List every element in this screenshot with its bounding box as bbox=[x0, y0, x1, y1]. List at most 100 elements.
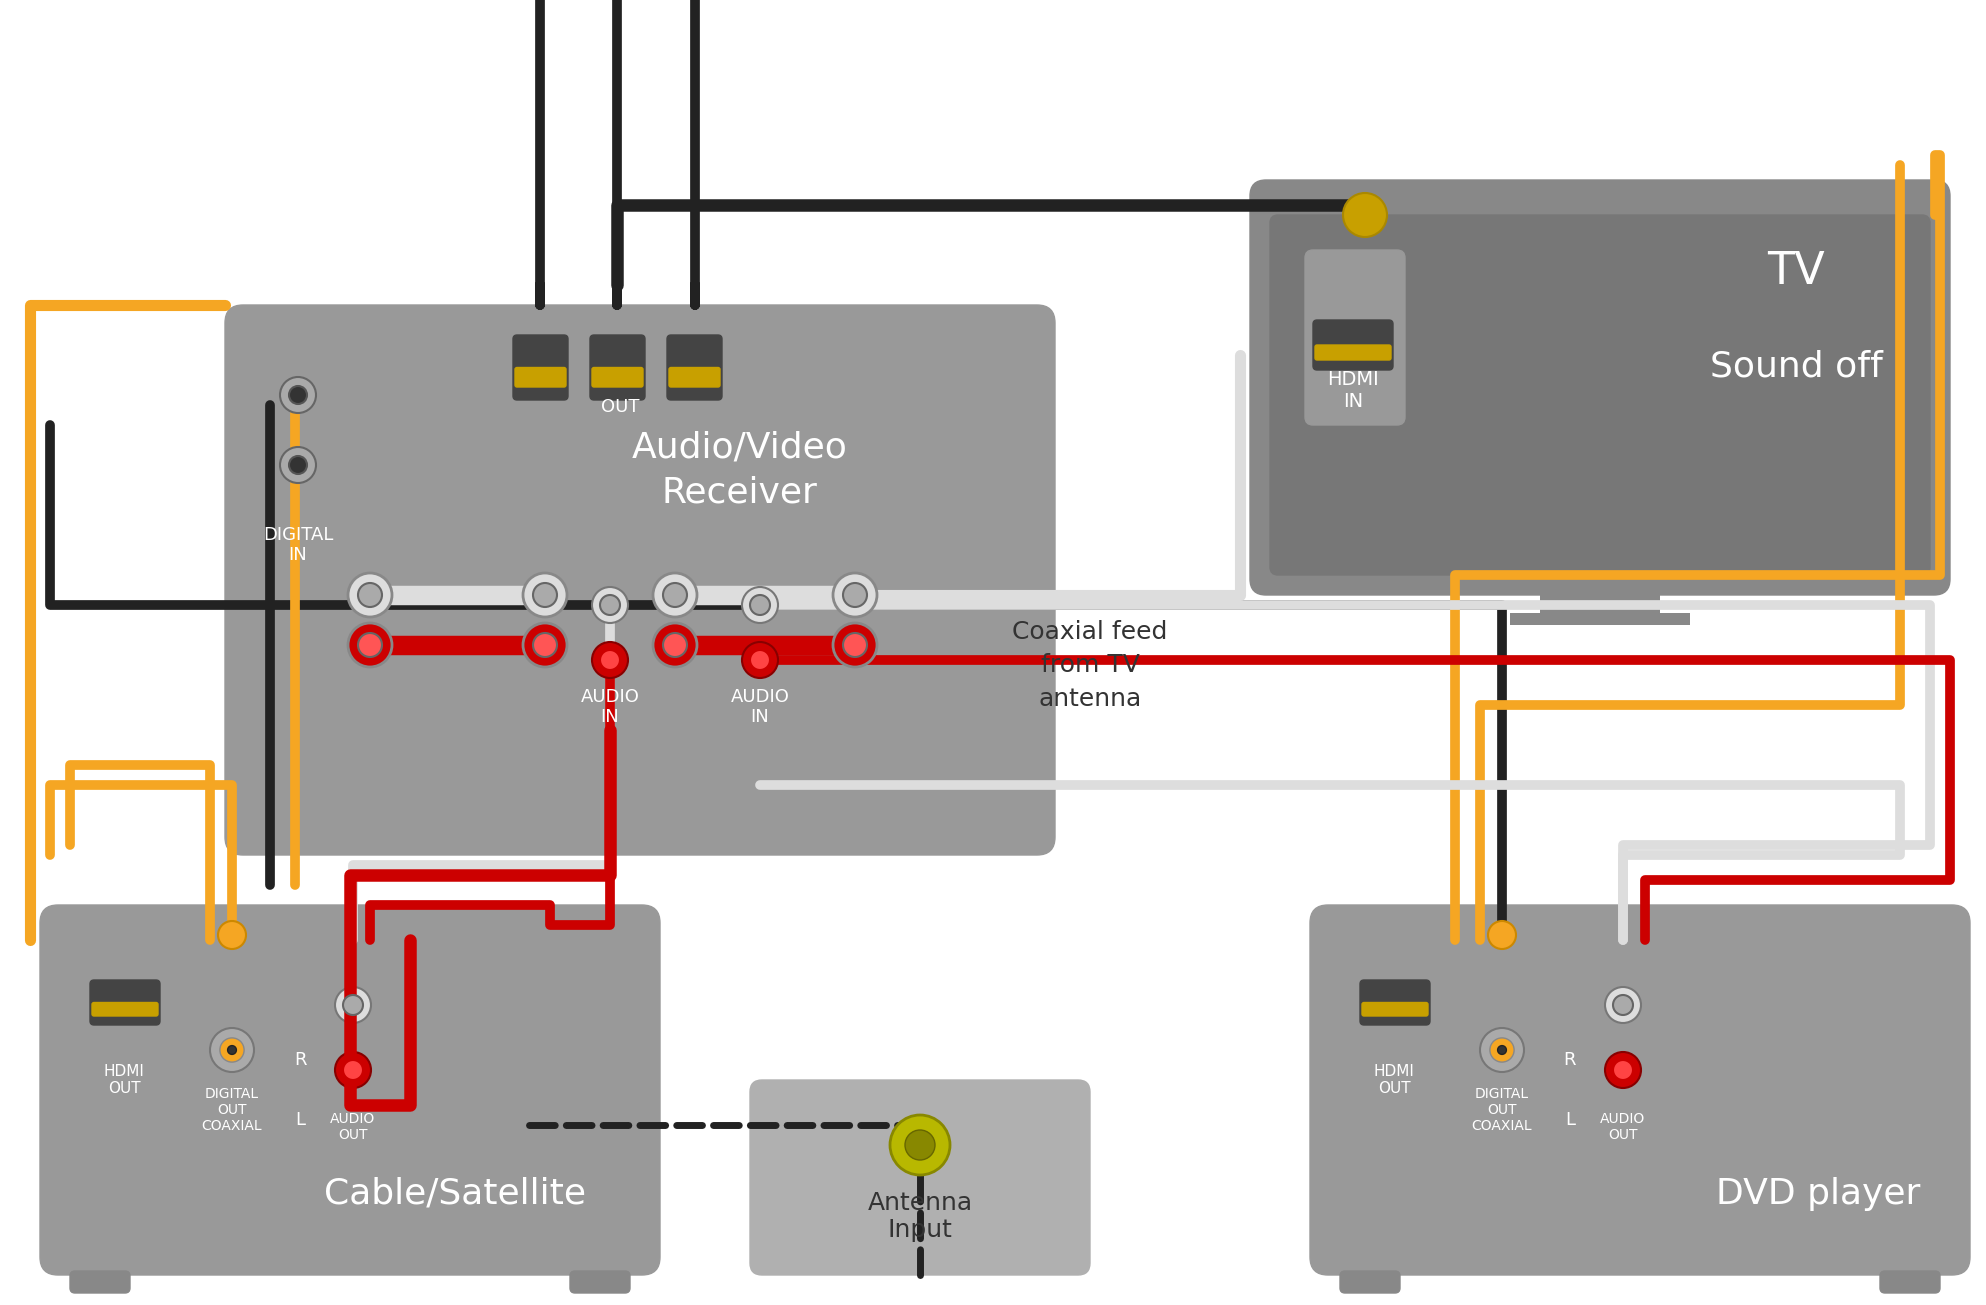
FancyBboxPatch shape bbox=[81, 940, 167, 1174]
FancyBboxPatch shape bbox=[544, 555, 675, 729]
Text: R: R bbox=[294, 1051, 306, 1069]
Circle shape bbox=[1605, 1052, 1640, 1088]
Text: R: R bbox=[1563, 1051, 1577, 1069]
Circle shape bbox=[1613, 994, 1632, 1015]
Circle shape bbox=[1613, 1060, 1632, 1081]
Bar bbox=[1539, 590, 1660, 620]
Text: Coaxial feed
from TV
antenna: Coaxial feed from TV antenna bbox=[1013, 620, 1168, 710]
Circle shape bbox=[653, 622, 697, 667]
FancyBboxPatch shape bbox=[240, 355, 355, 576]
Text: TV: TV bbox=[1768, 249, 1825, 292]
Circle shape bbox=[906, 1130, 935, 1160]
Circle shape bbox=[600, 595, 620, 615]
FancyBboxPatch shape bbox=[1362, 1002, 1428, 1017]
Circle shape bbox=[357, 583, 381, 607]
FancyBboxPatch shape bbox=[590, 335, 645, 401]
Circle shape bbox=[592, 587, 628, 622]
Circle shape bbox=[1497, 1045, 1507, 1054]
Circle shape bbox=[218, 921, 246, 949]
FancyBboxPatch shape bbox=[1305, 251, 1404, 425]
Circle shape bbox=[890, 1114, 949, 1174]
Circle shape bbox=[600, 650, 620, 669]
FancyBboxPatch shape bbox=[669, 368, 721, 388]
FancyBboxPatch shape bbox=[298, 940, 407, 1174]
Circle shape bbox=[842, 583, 868, 607]
FancyBboxPatch shape bbox=[1881, 1271, 1940, 1293]
FancyBboxPatch shape bbox=[751, 1081, 1090, 1275]
Text: L: L bbox=[296, 1111, 306, 1129]
FancyBboxPatch shape bbox=[592, 368, 643, 388]
Bar bbox=[1509, 613, 1690, 625]
Circle shape bbox=[842, 633, 868, 656]
FancyBboxPatch shape bbox=[1352, 940, 1438, 1174]
FancyBboxPatch shape bbox=[667, 335, 723, 401]
FancyBboxPatch shape bbox=[1315, 345, 1390, 360]
Text: DIGITAL
OUT
COAXIAL: DIGITAL OUT COAXIAL bbox=[1472, 1087, 1533, 1133]
Circle shape bbox=[743, 642, 779, 679]
Text: DVD player: DVD player bbox=[1716, 1177, 1920, 1211]
Circle shape bbox=[832, 573, 878, 617]
Text: OUT: OUT bbox=[600, 398, 639, 416]
Text: DIGITAL
IN: DIGITAL IN bbox=[262, 526, 334, 564]
FancyBboxPatch shape bbox=[1456, 940, 1549, 1174]
Circle shape bbox=[228, 1045, 236, 1054]
Circle shape bbox=[290, 455, 308, 474]
Circle shape bbox=[1488, 921, 1515, 949]
Circle shape bbox=[1605, 987, 1640, 1023]
Circle shape bbox=[751, 595, 771, 615]
FancyBboxPatch shape bbox=[40, 904, 659, 1275]
FancyBboxPatch shape bbox=[224, 305, 1055, 855]
Circle shape bbox=[344, 994, 363, 1015]
FancyBboxPatch shape bbox=[514, 368, 566, 388]
FancyBboxPatch shape bbox=[1569, 940, 1678, 1174]
FancyBboxPatch shape bbox=[1269, 215, 1930, 576]
FancyBboxPatch shape bbox=[512, 335, 568, 401]
FancyBboxPatch shape bbox=[695, 555, 824, 729]
Text: DIGITAL
OUT
COAXIAL: DIGITAL OUT COAXIAL bbox=[203, 1087, 262, 1133]
Circle shape bbox=[532, 583, 556, 607]
Text: AUDIO
IN: AUDIO IN bbox=[580, 688, 639, 727]
FancyBboxPatch shape bbox=[495, 320, 745, 415]
Circle shape bbox=[663, 633, 687, 656]
Circle shape bbox=[663, 583, 687, 607]
Circle shape bbox=[336, 1052, 371, 1088]
Text: AUDIO
OUT: AUDIO OUT bbox=[330, 1112, 375, 1142]
Circle shape bbox=[1490, 1037, 1513, 1062]
Text: L: L bbox=[1565, 1111, 1575, 1129]
FancyBboxPatch shape bbox=[570, 1271, 630, 1293]
Circle shape bbox=[344, 1060, 363, 1081]
Text: Sound off: Sound off bbox=[1710, 350, 1883, 384]
Text: Cable/Satellite: Cable/Satellite bbox=[324, 1177, 586, 1211]
Circle shape bbox=[280, 377, 316, 412]
Text: Audio/Video
Receiver: Audio/Video Receiver bbox=[632, 431, 848, 509]
Circle shape bbox=[592, 642, 628, 679]
Text: HDMI
OUT: HDMI OUT bbox=[103, 1064, 145, 1096]
Circle shape bbox=[522, 622, 566, 667]
FancyBboxPatch shape bbox=[89, 980, 161, 1024]
Circle shape bbox=[280, 448, 316, 483]
FancyBboxPatch shape bbox=[70, 1271, 129, 1293]
Circle shape bbox=[357, 633, 381, 656]
Circle shape bbox=[348, 622, 391, 667]
FancyBboxPatch shape bbox=[1360, 980, 1430, 1024]
Text: Antenna
Input: Antenna Input bbox=[868, 1190, 973, 1242]
Circle shape bbox=[751, 650, 771, 669]
Circle shape bbox=[532, 633, 556, 656]
FancyBboxPatch shape bbox=[1311, 904, 1970, 1275]
Circle shape bbox=[522, 573, 566, 617]
FancyBboxPatch shape bbox=[185, 940, 280, 1174]
FancyBboxPatch shape bbox=[1341, 1271, 1400, 1293]
Text: AUDIO
OUT: AUDIO OUT bbox=[1601, 1112, 1646, 1142]
Circle shape bbox=[348, 573, 391, 617]
Circle shape bbox=[290, 386, 308, 405]
Circle shape bbox=[1343, 193, 1386, 238]
Circle shape bbox=[1480, 1028, 1523, 1071]
Text: HDMI
IN: HDMI IN bbox=[1327, 369, 1378, 411]
Circle shape bbox=[336, 987, 371, 1023]
FancyBboxPatch shape bbox=[91, 1002, 159, 1017]
Circle shape bbox=[653, 573, 697, 617]
Circle shape bbox=[220, 1037, 244, 1062]
FancyBboxPatch shape bbox=[1313, 320, 1392, 371]
Circle shape bbox=[743, 587, 779, 622]
Text: HDMI
OUT: HDMI OUT bbox=[1374, 1064, 1414, 1096]
